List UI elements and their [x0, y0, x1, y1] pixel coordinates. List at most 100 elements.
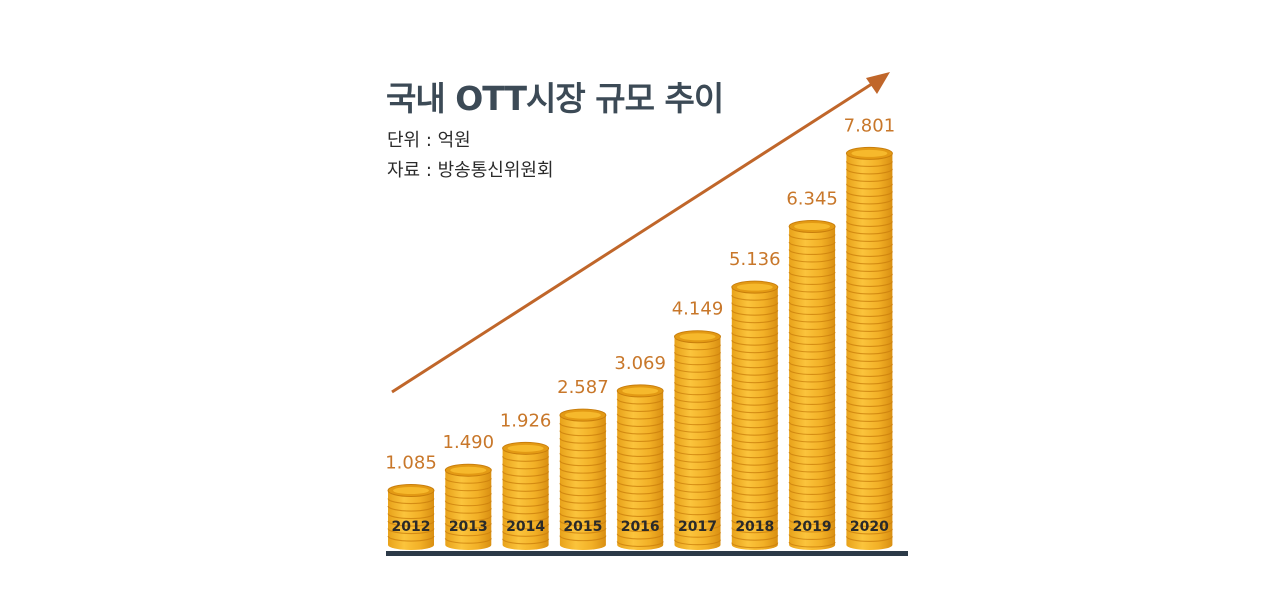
coin-edge [788, 504, 836, 511]
coin-edge [788, 534, 836, 541]
coin-edge [845, 191, 893, 197]
coin-edge [731, 429, 779, 436]
bar-2017 [673, 330, 722, 550]
coin-edge [788, 241, 836, 248]
coin-edge [616, 473, 664, 480]
coin-edge [731, 504, 779, 511]
coin-edge [731, 497, 779, 504]
coin-edge [616, 511, 664, 517]
coin-edge [673, 487, 722, 493]
coin-edge [673, 472, 722, 478]
coin-edge [673, 352, 722, 358]
coin-edge [845, 176, 893, 182]
coin-edge [788, 376, 836, 383]
coin-stack-body [617, 390, 664, 550]
coin-edge [616, 481, 664, 487]
year-label-2014: 2014 [506, 519, 545, 535]
coin-edge [673, 479, 722, 486]
coin-edge [731, 452, 779, 459]
year-label-2019: 2019 [793, 519, 832, 535]
coin-edge [731, 332, 779, 339]
coin-edge [731, 354, 779, 361]
coin-edge [845, 161, 893, 167]
coin-edge [845, 221, 893, 227]
coin-edge [559, 512, 607, 519]
coin-edge [788, 249, 836, 256]
coin-edge [731, 489, 779, 496]
coin-edge [845, 243, 893, 250]
coin-edge [673, 434, 722, 441]
coin-edge [845, 266, 893, 272]
coin-edge [673, 509, 722, 516]
coin-edge [616, 466, 664, 472]
coin-edge [845, 498, 893, 505]
value-label-2017: 4.149 [672, 299, 724, 320]
coin-edge [788, 339, 836, 346]
coin-edge [387, 535, 435, 542]
coin-edge [845, 326, 893, 332]
bar-2013 [444, 463, 492, 550]
coin-top-face [679, 333, 716, 341]
coin-edge [616, 518, 664, 525]
coin-edge [788, 459, 836, 466]
coin-edge [845, 446, 893, 452]
coin-edge [731, 519, 779, 526]
bar-2015 [559, 408, 607, 550]
coin-edge [502, 471, 550, 477]
coin-edge [845, 371, 893, 377]
bar-2018 [731, 280, 779, 550]
coin-edge [845, 183, 893, 190]
coin-edge [845, 438, 893, 445]
coin-edge [788, 369, 836, 376]
coin-edge [788, 346, 836, 353]
value-label-2013: 1.490 [443, 432, 495, 453]
coin-edge [788, 324, 836, 331]
coin-edge [673, 517, 722, 523]
coin-edge [788, 279, 836, 286]
source-label: 자료 : 방송통신위원회 [387, 160, 554, 181]
coin-edge [673, 419, 722, 426]
coin-edge [731, 377, 779, 384]
bar-2014 [502, 441, 550, 550]
coin-edge [788, 331, 836, 338]
value-label-2020: 7.801 [844, 115, 896, 136]
coin-edge [559, 482, 607, 489]
coin-edge [845, 356, 893, 362]
coin-edge [502, 463, 550, 470]
coin-edge [387, 513, 435, 520]
coin-edge [731, 414, 779, 421]
coin-edge [845, 536, 893, 542]
coin-stack-body [731, 287, 778, 550]
bar-2020 [845, 146, 893, 550]
coin-edge [673, 494, 722, 501]
coin-top-face [794, 222, 831, 230]
coin-edge [788, 429, 836, 436]
coin-edge [502, 501, 550, 507]
coin-edge [444, 485, 492, 492]
coin-edge [673, 344, 722, 351]
coin-edge [731, 459, 779, 466]
coin-edge [845, 528, 893, 535]
coin-edge [559, 535, 607, 542]
coin-edge [845, 363, 893, 370]
coin-edge [845, 431, 893, 437]
coin-top-face [851, 149, 888, 157]
value-label-2015: 2.587 [557, 377, 609, 398]
coin-edge [845, 333, 893, 340]
coin-edge [731, 347, 779, 354]
coin-edge [673, 502, 722, 508]
coin-edge [845, 476, 893, 482]
coin-edge [673, 442, 722, 448]
coin-edge [559, 460, 607, 467]
coin-stack-body [789, 226, 836, 550]
coin-edge [731, 542, 779, 549]
coin-edge [673, 464, 722, 471]
coin-edge [788, 256, 836, 263]
coin-edge [731, 422, 779, 429]
coin-edge [387, 520, 435, 527]
year-label-2016: 2016 [621, 519, 660, 535]
coin-edge [845, 236, 893, 242]
coin-edge [616, 413, 664, 420]
